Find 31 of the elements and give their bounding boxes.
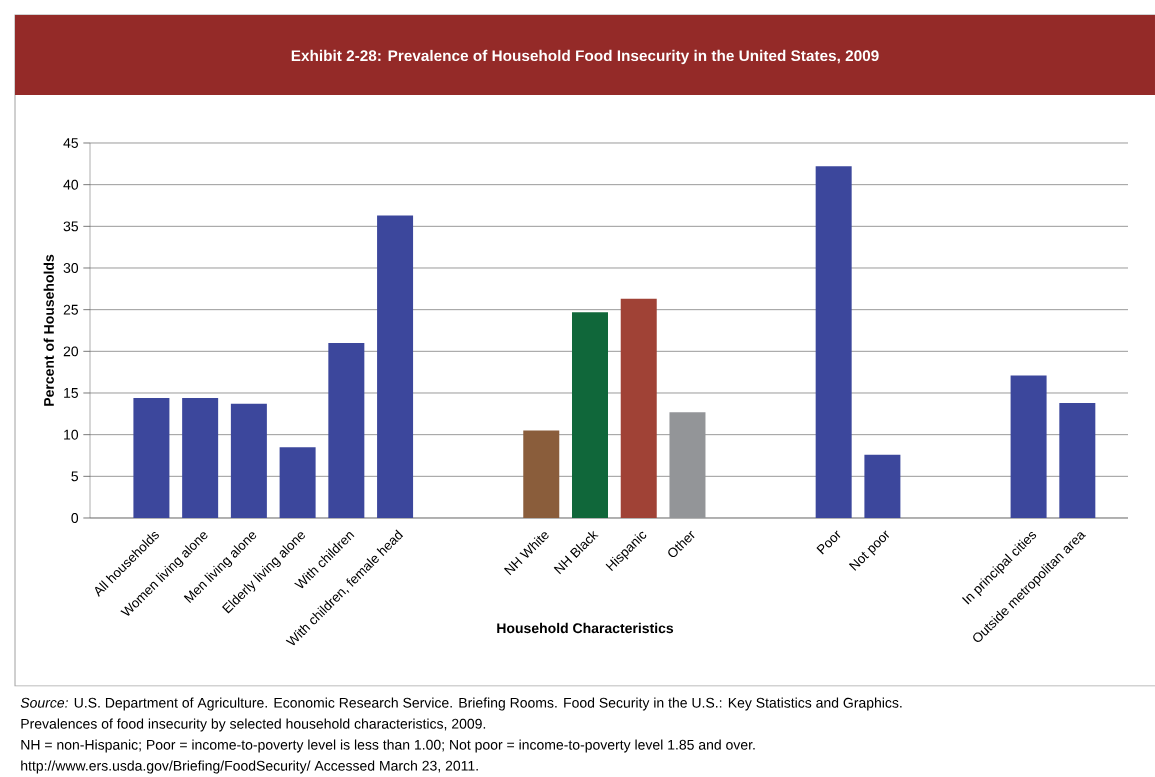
bar xyxy=(1059,403,1096,518)
y-tick-label: 0 xyxy=(71,513,79,523)
y-tick-label: 10 xyxy=(64,429,79,440)
bar xyxy=(279,447,316,518)
y-tick-label: 35 xyxy=(63,221,79,232)
y-tick-label: 30 xyxy=(63,263,79,273)
bar xyxy=(1010,375,1047,518)
y-tick-label: 5 xyxy=(71,471,79,482)
text: http://www.ers.usda.gov/Briefing/FoodSecurity/ Accessed March 23, 2011. xyxy=(21,760,478,774)
bar xyxy=(133,398,170,518)
text: Prevalences of food insecurity by selected household characteristics, 2009. xyxy=(21,718,486,732)
y-tick-label: 20 xyxy=(63,346,79,357)
text: Source: U.S. Department of Agriculture. Economic Research Service. Briefing Rooms. Food Security in the U.S.: Key Statistics and Graphics. xyxy=(20,697,902,711)
bar xyxy=(328,342,365,518)
bar xyxy=(669,412,706,518)
chart-title: Exhibit 2-28: Prevalence of Household Food Insecurity in the United States, 2009 xyxy=(291,49,879,65)
x-axis-title: Household Characteristics xyxy=(497,622,674,634)
bar xyxy=(230,403,267,518)
bar xyxy=(377,215,414,518)
y-axis-title: Percent of Households xyxy=(43,254,54,406)
bar xyxy=(182,398,219,518)
y-tick-label: 15 xyxy=(64,388,79,398)
bar xyxy=(864,454,901,518)
bar xyxy=(523,430,560,518)
y-tick-label: 45 xyxy=(63,138,79,148)
y-tick-label: 25 xyxy=(63,304,79,315)
bar xyxy=(815,166,852,518)
bar xyxy=(620,298,657,518)
y-tick-label: 40 xyxy=(63,179,79,190)
text: NH = non-Hispanic; Poor = income-to-poverty level is less than 1.00; Not poor = income-to-poverty level 1.85 and over. xyxy=(21,739,755,753)
bar xyxy=(572,312,608,518)
